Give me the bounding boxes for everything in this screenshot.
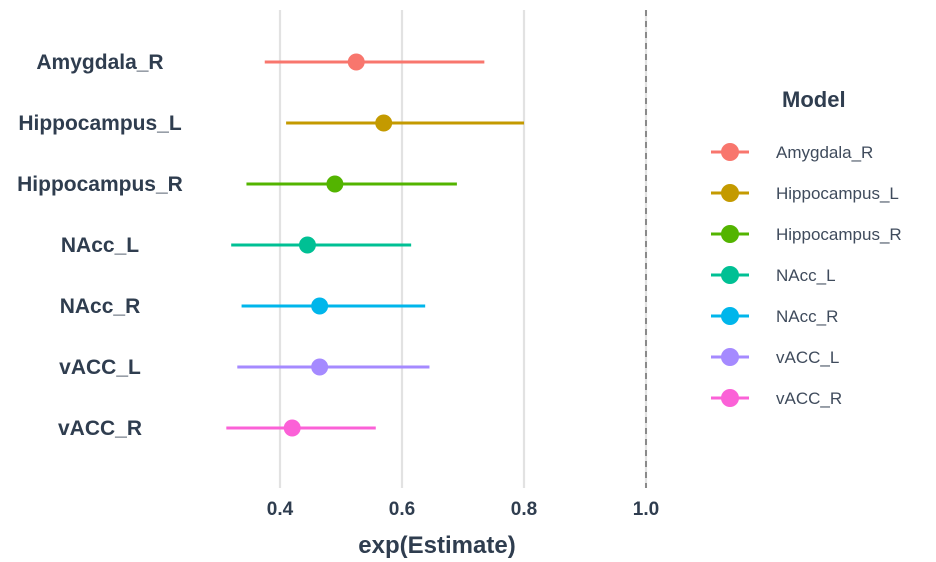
legend-items: Amygdala_R Hippocampus_L Hippocampus_R NAcc… <box>711 143 902 408</box>
legend-item: Hippocampus_R <box>711 225 902 244</box>
point-estimates <box>283 53 393 437</box>
y-tick-label: vACC_R <box>58 417 142 440</box>
y-tick-label: Hippocampus_L <box>18 112 182 135</box>
legend-key-point <box>721 348 739 366</box>
x-tick-label: 1.0 <box>633 499 659 520</box>
legend-label: NAcc_L <box>776 266 836 285</box>
y-tick-label: Amygdala_R <box>36 51 163 74</box>
legend-label: Hippocampus_L <box>776 184 899 203</box>
legend-item: NAcc_R <box>711 307 838 326</box>
point-NAcc_R <box>311 297 329 315</box>
x-axis-ticks: 0.4 0.6 0.8 1.0 <box>267 499 659 520</box>
x-axis-title: exp(Estimate) <box>358 532 515 559</box>
legend-label: vACC_R <box>776 389 842 408</box>
legend-item: NAcc_L <box>711 266 836 285</box>
legend-title: Model <box>782 87 846 112</box>
point-Amygdala_R <box>347 53 365 71</box>
legend-item: Hippocampus_L <box>711 184 899 203</box>
legend-key-point <box>721 184 739 202</box>
y-tick-label: vACC_L <box>59 356 141 379</box>
legend-key-point <box>721 266 739 284</box>
point-Hippocampus_L <box>375 114 393 132</box>
x-tick-label: 0.8 <box>511 499 537 520</box>
confidence-intervals <box>226 60 524 430</box>
x-tick-label: 0.6 <box>389 499 415 520</box>
point-vACC_R <box>283 419 301 437</box>
point-vACC_L <box>311 358 329 376</box>
legend-label: Hippocampus_R <box>776 225 902 244</box>
y-axis-labels: Amygdala_R Hippocampus_L Hippocampus_R NAcc… <box>17 51 183 440</box>
y-tick-label: Hippocampus_R <box>17 173 183 196</box>
legend-item: vACC_R <box>711 389 842 408</box>
legend-key-point <box>721 143 739 161</box>
legend-key-point <box>721 225 739 243</box>
point-NAcc_L <box>298 236 316 254</box>
legend-item: Amygdala_R <box>711 143 873 162</box>
x-tick-label: 0.4 <box>267 499 294 520</box>
legend-label: Amygdala_R <box>776 143 873 162</box>
point-Hippocampus_R <box>326 175 344 193</box>
legend-label: vACC_L <box>776 348 839 367</box>
legend-key-point <box>721 307 739 325</box>
legend-label: NAcc_R <box>776 307 838 326</box>
y-tick-label: NAcc_R <box>60 295 141 318</box>
legend: Model Amygdala_R Hippocampus_L Hippocampus… <box>711 87 902 408</box>
y-tick-label: NAcc_L <box>61 234 139 257</box>
legend-item: vACC_L <box>711 348 839 367</box>
legend-key-point <box>721 389 739 407</box>
grid-lines <box>278 10 648 488</box>
